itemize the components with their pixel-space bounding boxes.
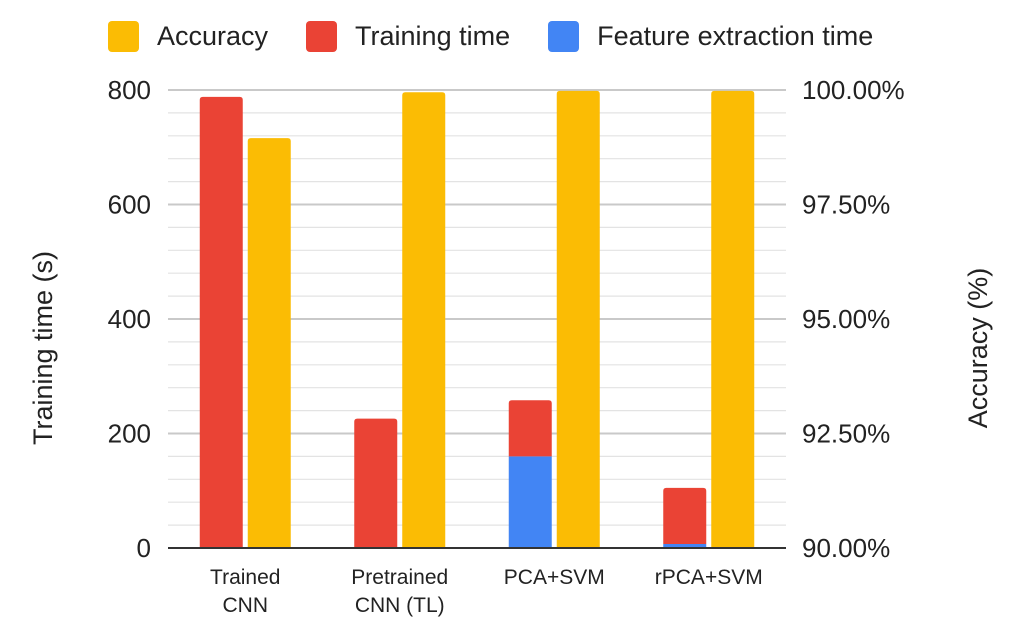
category-labels: Trained CNN Pretrained CNN (TL) PCA+SVM rPCA+… — [210, 566, 763, 617]
left-tick-label: 600 — [108, 190, 151, 220]
right-tick-label: 100.00% — [802, 75, 905, 105]
legend: Accuracy Training time Feature extractio… — [108, 16, 911, 56]
legend-item-feature-extraction-time: Feature extraction time — [548, 20, 874, 52]
category-label-0-line-1: CNN — [223, 594, 269, 617]
category-label-1-line-0: Pretrained — [351, 566, 448, 589]
legend-label-feature-extraction-time: Feature extraction time — [597, 20, 874, 51]
bar-accuracy-3 — [711, 90, 755, 548]
bar-training-time-1 — [354, 418, 398, 548]
legend-swatch-training-time — [306, 20, 338, 52]
right-axis-ticks: 90.00% 92.50% 95.00% 97.50% 100.00% — [802, 75, 905, 563]
legend-swatch-accuracy — [108, 20, 139, 52]
left-tick-label: 200 — [108, 419, 151, 449]
bar-feature-extraction-time-3 — [663, 543, 707, 548]
right-tick-label: 90.00% — [802, 533, 890, 563]
legend-item-training-time: Training time — [306, 20, 511, 52]
right-tick-label: 95.00% — [802, 304, 890, 334]
bar-training-time-3 — [663, 487, 707, 544]
bar-feature-extraction-time-2 — [508, 456, 552, 548]
category-label-1-line-1: CNN (TL) — [355, 594, 445, 617]
right-tick-label: 97.50% — [802, 190, 890, 220]
left-tick-label: 0 — [137, 533, 151, 563]
bar-accuracy-0 — [247, 138, 291, 548]
legend-swatch-feature-extraction-time — [548, 20, 580, 52]
bar-accuracy-2 — [556, 90, 600, 548]
right-axis-title: Accuracy (%) — [963, 268, 993, 429]
legend-label-training-time: Training time — [355, 20, 511, 51]
category-label-0-line-0: Trained — [210, 566, 280, 589]
right-tick-label: 92.50% — [802, 419, 890, 449]
legend-item-accuracy: Accuracy — [108, 20, 269, 52]
bars — [199, 90, 755, 549]
left-axis-ticks: 0 200 400 600 800 — [108, 75, 151, 563]
bar-accuracy-1 — [402, 92, 446, 548]
left-tick-label: 400 — [108, 304, 151, 334]
legend-label-accuracy: Accuracy — [157, 20, 269, 51]
bar-training-time-2 — [508, 400, 552, 457]
left-tick-label: 800 — [108, 75, 151, 105]
category-label-2-line-0: PCA+SVM — [504, 566, 605, 589]
bar-training-time-0 — [199, 96, 243, 549]
left-axis-title: Training time (s) — [28, 251, 58, 445]
category-label-3-line-0: rPCA+SVM — [655, 566, 763, 589]
